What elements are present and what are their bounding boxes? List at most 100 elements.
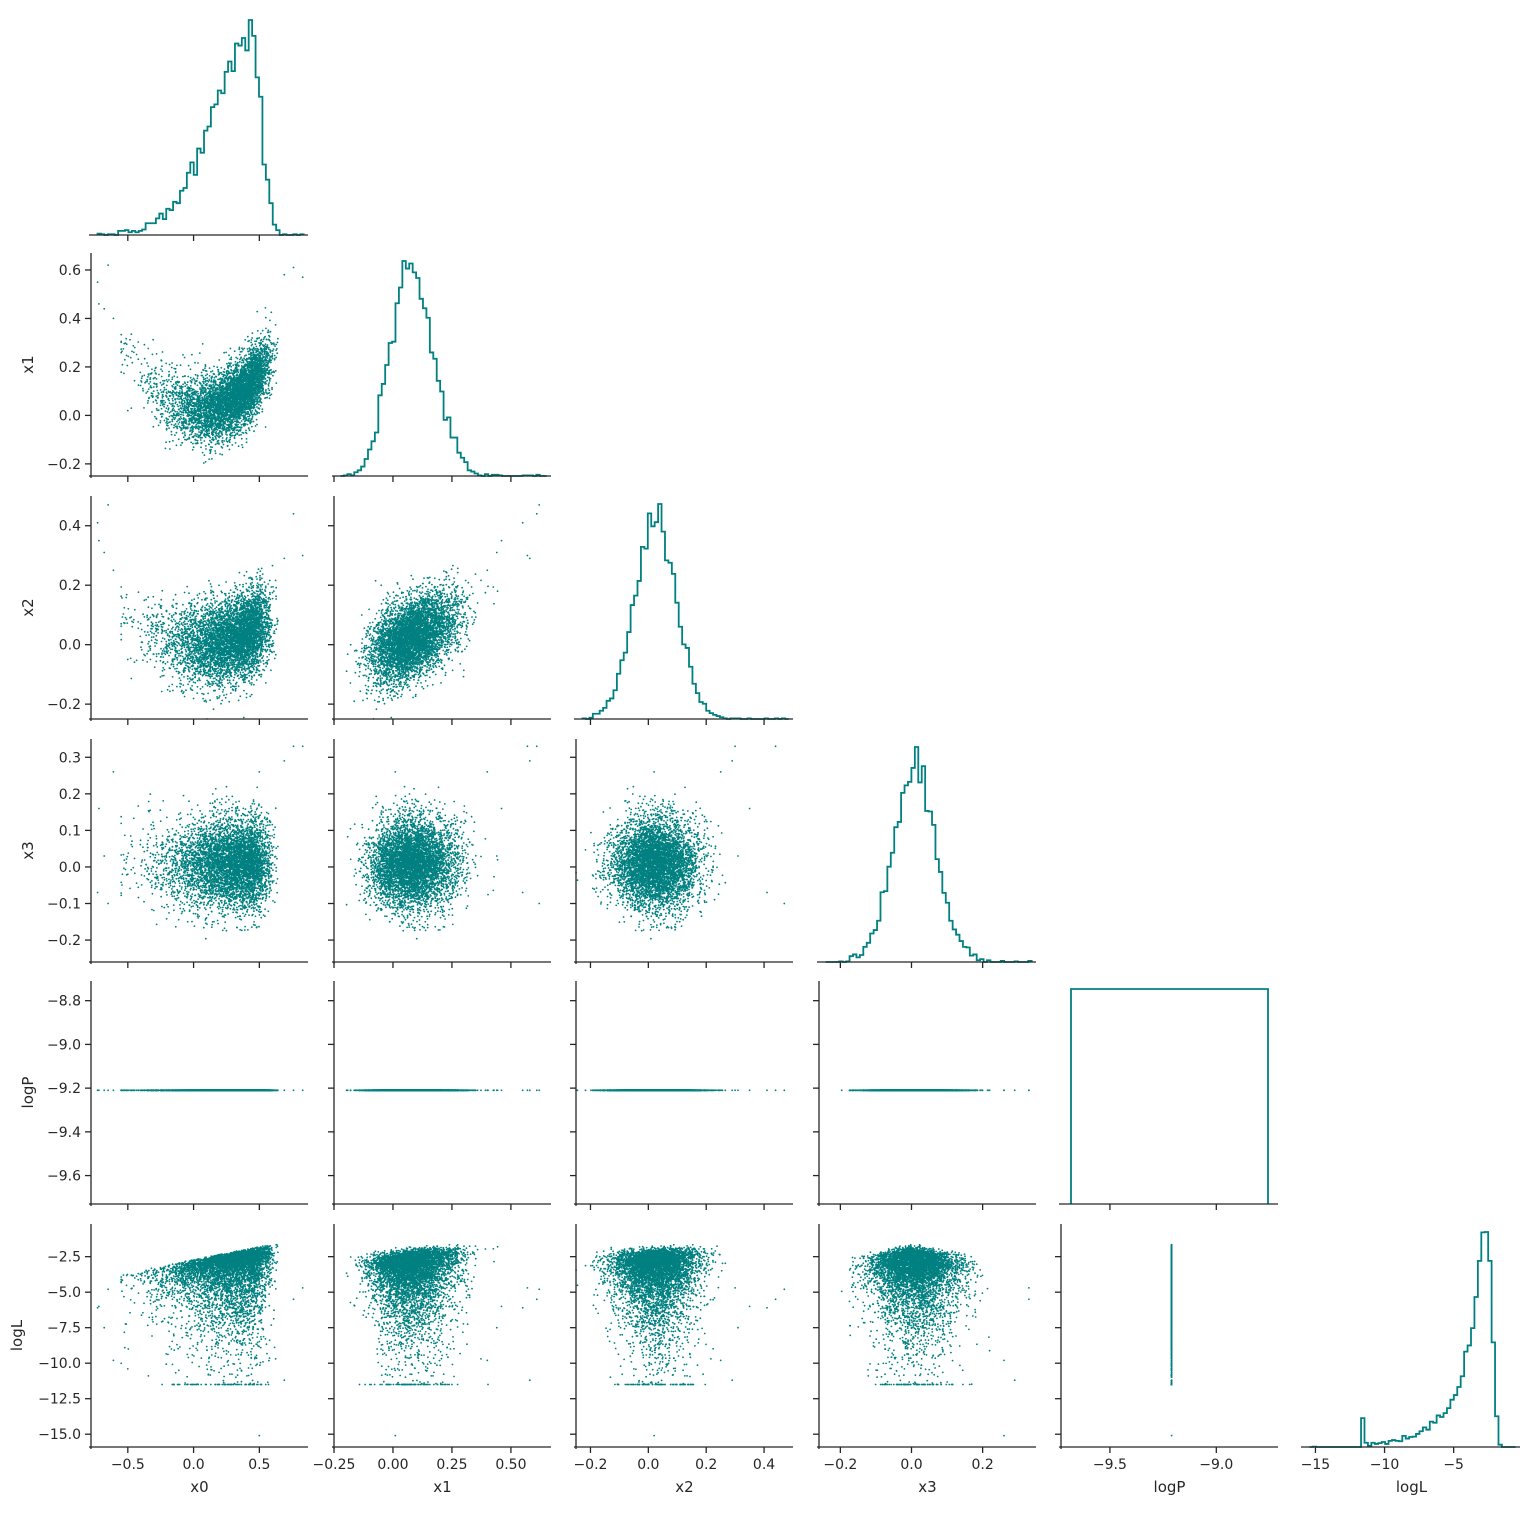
scatter-point xyxy=(191,354,193,356)
scatter-point xyxy=(205,364,207,366)
scatter-point xyxy=(271,388,273,390)
scatter-point xyxy=(256,424,258,426)
scatter-point xyxy=(265,426,267,428)
scatter-point xyxy=(184,433,186,435)
scatter-point xyxy=(137,358,139,360)
scatter-point xyxy=(255,425,257,427)
scatter-point xyxy=(163,383,165,385)
scatter-point xyxy=(262,408,264,410)
scatter-point xyxy=(191,417,193,419)
scatter-point xyxy=(170,381,172,383)
scatter-point xyxy=(167,419,169,421)
scatter-point xyxy=(265,317,267,319)
scatter-point xyxy=(170,415,172,417)
scatter-point xyxy=(251,345,253,347)
scatter-point xyxy=(178,438,180,440)
scatter-point xyxy=(212,370,214,372)
scatter-point xyxy=(221,373,223,375)
scatter-point xyxy=(260,405,262,407)
scatter-point xyxy=(161,365,163,367)
scatter-point xyxy=(125,338,127,340)
scatter-point xyxy=(191,379,193,381)
scatter-point xyxy=(182,376,184,378)
scatter-point xyxy=(179,410,181,412)
scatter-point xyxy=(226,440,228,442)
scatter-point xyxy=(183,398,185,400)
scatter-point xyxy=(217,422,219,424)
scatter-point xyxy=(266,366,268,368)
scatter-point xyxy=(176,398,178,400)
scatter-point xyxy=(239,416,241,418)
scatter-point xyxy=(219,430,221,432)
scatter-point xyxy=(123,373,125,375)
scatter-point xyxy=(120,334,122,336)
scatter-point xyxy=(179,390,181,392)
scatter-point xyxy=(204,367,206,369)
scatter-point xyxy=(263,338,265,340)
scatter-point xyxy=(202,407,204,409)
scatter-point xyxy=(218,433,220,435)
scatter-point xyxy=(161,413,163,415)
scatter-point xyxy=(265,354,267,356)
scatter-point xyxy=(205,410,207,412)
scatter-point xyxy=(168,392,170,394)
scatter-point xyxy=(211,442,213,444)
scatter-point xyxy=(122,364,124,366)
scatter-point xyxy=(256,406,258,408)
scatter-point xyxy=(229,372,231,374)
scatter-point xyxy=(241,362,243,364)
scatter-point xyxy=(190,398,192,400)
scatter-point xyxy=(245,371,247,373)
scatter-point xyxy=(189,438,191,440)
scatter-point xyxy=(259,345,261,347)
scatter-point xyxy=(270,378,272,380)
scatter-point xyxy=(211,446,213,448)
scatter-point xyxy=(224,368,226,370)
scatter-point xyxy=(194,362,196,364)
scatter-point xyxy=(234,437,236,439)
scatter-point xyxy=(175,423,177,425)
scatter-point xyxy=(195,423,197,425)
scatter-point xyxy=(255,343,257,345)
scatter-point xyxy=(241,347,243,349)
scatter-point xyxy=(187,386,189,388)
scatter-point xyxy=(220,399,222,401)
scatter-point xyxy=(189,394,191,396)
scatter-point xyxy=(251,419,253,421)
scatter-point xyxy=(208,379,210,381)
scatter-point xyxy=(207,407,209,409)
scatter-point xyxy=(190,429,192,431)
scatter-point xyxy=(178,396,180,398)
scatter-point xyxy=(168,427,170,429)
scatter-point xyxy=(141,381,143,383)
scatter-point xyxy=(232,364,234,366)
scatter-point xyxy=(212,384,214,386)
scatter-point xyxy=(166,396,168,398)
scatter-point xyxy=(142,388,144,390)
scatter-point xyxy=(123,348,125,350)
scatter-point xyxy=(264,377,266,379)
scatter-point xyxy=(202,452,204,454)
scatter-point xyxy=(148,383,150,385)
scatter-point xyxy=(236,420,238,422)
scatter-point xyxy=(221,446,223,448)
scatter-point xyxy=(252,332,254,334)
scatter-point xyxy=(215,376,217,378)
scatter-point xyxy=(184,435,186,437)
scatter-point xyxy=(176,411,178,413)
panel-x0-x0 xyxy=(89,20,308,241)
scatter-point xyxy=(179,418,181,420)
scatter-point xyxy=(239,414,241,416)
scatter-point xyxy=(203,440,205,442)
scatter-point xyxy=(172,377,174,379)
scatter-point xyxy=(218,371,220,373)
scatter-point xyxy=(172,419,174,421)
scatter-point xyxy=(243,380,245,382)
scatter-point xyxy=(216,366,218,368)
scatter-point xyxy=(171,378,173,380)
scatter-point xyxy=(252,414,254,416)
scatter-point xyxy=(164,420,166,422)
scatter-point xyxy=(152,426,154,428)
scatter-point xyxy=(149,378,151,380)
scatter-point xyxy=(156,402,158,404)
